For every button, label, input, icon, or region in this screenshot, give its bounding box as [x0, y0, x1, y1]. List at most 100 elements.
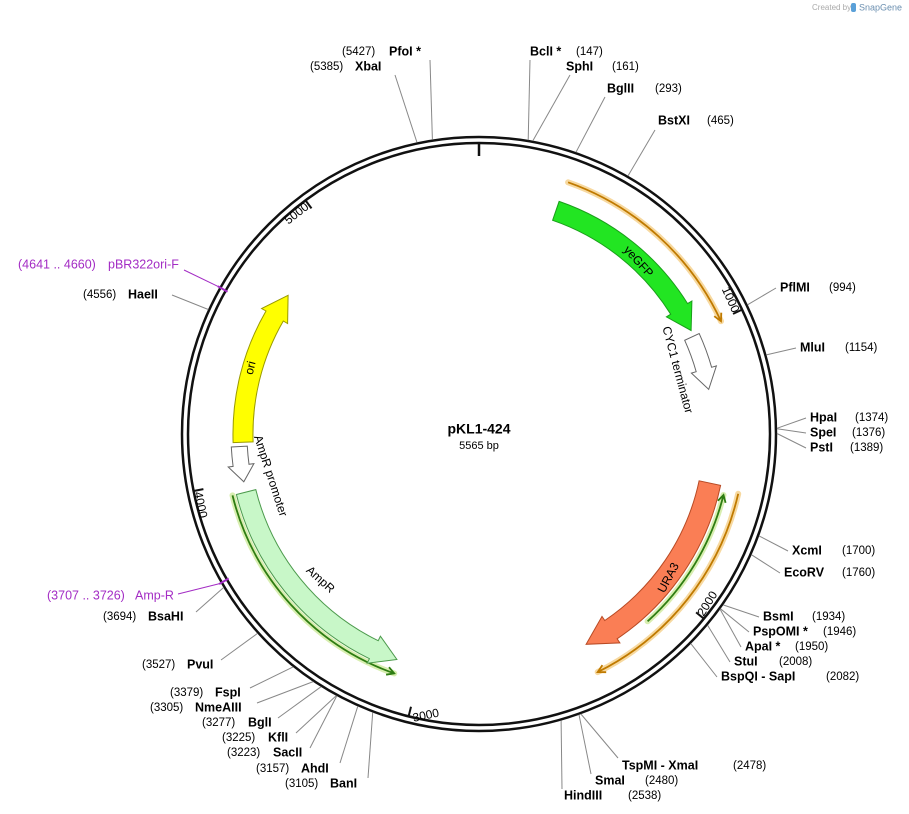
enzyme-name: BanI — [330, 776, 357, 790]
orange-annotation-tip — [713, 312, 723, 323]
ruler-tick — [695, 611, 705, 620]
enzyme-site: (2538) — [628, 790, 661, 802]
ruler-tick — [304, 199, 313, 209]
feature-arrow — [232, 294, 289, 444]
enzyme-name: FspI — [215, 685, 241, 699]
enzyme-lead — [249, 666, 294, 689]
enzyme-site: (1950) — [795, 641, 828, 653]
enzyme-lead — [339, 706, 359, 764]
feature-arrow — [235, 488, 398, 664]
enzyme-name: SacII — [273, 745, 302, 759]
enzyme-name: SphI — [566, 59, 593, 73]
enzyme-lead — [751, 554, 781, 574]
enzyme-site: (3694) — [103, 611, 136, 623]
enzyme-name: ApaI * — [745, 639, 781, 653]
enzyme-lead — [171, 294, 209, 310]
enzyme-site: (1389) — [850, 442, 883, 454]
enzyme-lead — [195, 587, 224, 613]
primer-lead — [177, 583, 221, 595]
logo — [851, 3, 856, 12]
enzyme-name: BsmI — [763, 609, 794, 623]
enzyme-site: (4556) — [83, 289, 116, 301]
primer-mark — [217, 285, 228, 293]
enzyme-lead — [394, 74, 418, 143]
enzyme-lead — [580, 713, 619, 759]
enzyme-name: BglI — [248, 715, 272, 729]
enzyme-lead — [560, 720, 563, 790]
enzyme-site: (3277) — [202, 717, 235, 729]
enzyme-lead — [578, 714, 592, 775]
enzyme-lead — [527, 59, 531, 141]
enzyme-name: KflI — [268, 730, 288, 744]
enzyme-lead — [776, 428, 807, 434]
enzyme-lead — [277, 686, 322, 719]
feature-label: ori — [242, 360, 259, 376]
enzyme-name: BspQI - SapI — [721, 669, 795, 683]
credit: Created by — [812, 3, 851, 12]
primer-lead — [183, 269, 220, 288]
enzyme-site: (2008) — [779, 656, 812, 668]
green-annotation — [231, 495, 395, 675]
primer-mark — [218, 577, 230, 585]
ruler-tick — [732, 308, 743, 315]
green-annotation — [646, 494, 725, 622]
plasmid-name: pKL1-424 — [447, 421, 510, 437]
enzyme-name: AhdI — [301, 761, 329, 775]
enzyme-lead — [766, 347, 797, 356]
enzyme-lead — [776, 433, 807, 449]
enzyme-name: PspOMI * — [753, 624, 808, 638]
primer-range: (4641 .. 4660) — [18, 257, 96, 271]
enzyme-lead — [532, 74, 571, 142]
enzyme-name: PstI — [810, 440, 833, 454]
primer-range: (3707 .. 3726) — [47, 588, 125, 602]
enzyme-name: EcoRV — [784, 565, 825, 579]
enzyme-name: HpaI — [810, 410, 837, 424]
primer-name: Amp-R — [135, 588, 174, 602]
enzyme-name: MluI — [800, 340, 825, 354]
enzyme-lead — [776, 417, 807, 429]
enzyme-site: (3305) — [150, 702, 183, 714]
enzyme-name: SpeI — [810, 425, 836, 439]
enzyme-name: PflMI — [780, 280, 810, 294]
enzyme-name: PfoI * — [389, 44, 421, 58]
enzyme-lead — [758, 535, 789, 552]
enzyme-site: (161) — [612, 61, 639, 73]
enzyme-name: BglII — [607, 81, 634, 95]
enzyme-site: (2082) — [826, 671, 859, 683]
enzyme-lead — [367, 712, 374, 779]
enzyme-site: (1934) — [812, 611, 845, 623]
enzyme-name: SmaI — [595, 773, 625, 787]
enzyme-lead — [429, 59, 433, 140]
green-annotation-tip — [717, 493, 727, 504]
enzyme-lead — [295, 695, 337, 734]
orange-annotation-tip — [596, 664, 607, 674]
ruler-tick — [193, 488, 204, 492]
orange-annotation — [597, 493, 740, 673]
enzyme-name: PvuI — [187, 657, 213, 671]
enzyme-lead — [575, 96, 606, 153]
enzyme-name: HindIII — [564, 788, 602, 802]
enzyme-lead — [309, 695, 338, 749]
feature-arrow — [227, 445, 255, 483]
enzyme-lead — [220, 632, 258, 661]
enzyme-site: (1376) — [852, 427, 885, 439]
enzyme-lead — [747, 287, 777, 306]
enzyme-site: (3223) — [227, 747, 260, 759]
feature-arrow — [684, 332, 718, 391]
enzyme-site: (2478) — [733, 760, 766, 772]
orange-annotation — [567, 181, 722, 322]
enzyme-site: (5385) — [310, 61, 343, 73]
enzyme-site: (5427) — [342, 46, 375, 58]
enzyme-site: (3105) — [285, 778, 318, 790]
enzyme-name: HaeII — [128, 287, 158, 301]
enzyme-lead — [690, 643, 718, 678]
enzyme-site: (1700) — [842, 545, 875, 557]
feature-arrow — [551, 200, 693, 332]
enzyme-name: XbaI — [355, 59, 381, 73]
backbone-outer — [180, 135, 778, 733]
enzyme-lead — [722, 604, 760, 618]
enzyme-site: (994) — [829, 282, 856, 294]
primer-name: pBR322ori-F — [108, 257, 179, 271]
plasmid-length: 5565 bp — [459, 440, 499, 452]
enzyme-site: (2480) — [645, 775, 678, 787]
